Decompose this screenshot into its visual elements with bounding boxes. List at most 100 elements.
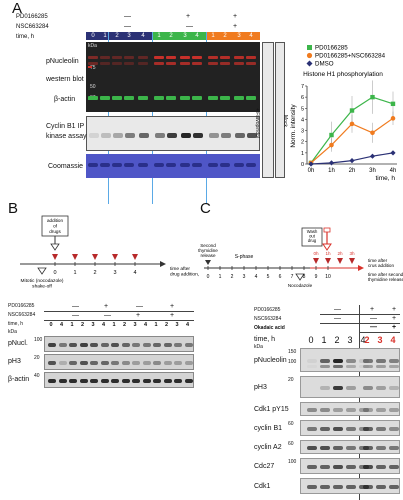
b-lane-number: 2 (122, 322, 127, 328)
c-tick-label: 7 (291, 274, 294, 280)
b-divider (44, 320, 194, 321)
b-blot-strip (44, 372, 194, 388)
c-band (389, 386, 399, 390)
pnucleolin-band-upper (88, 56, 98, 59)
b-blot-label: pNucl. (8, 340, 28, 347)
sphase-label: S-phase (235, 254, 254, 260)
c-pd-mark: — (334, 306, 341, 313)
nsc-mark-2: — (186, 23, 193, 30)
wash-box (301, 227, 323, 247)
c-band (320, 427, 330, 431)
y-tick-label: 7 (301, 84, 304, 90)
marker-75: 75 (90, 65, 96, 71)
b-pd-mark: — (72, 303, 79, 310)
b-pd-mark: + (104, 303, 109, 310)
c-band (389, 427, 399, 431)
c-band (376, 446, 386, 450)
thymidine-label: Second thymidine release (198, 243, 218, 258)
lane-number: 1 (211, 33, 215, 39)
b-lane-number: 1 (154, 322, 158, 328)
c-okadaic-mark: — (370, 324, 377, 331)
nsc-mark-3: + (233, 23, 238, 30)
b-band (132, 379, 140, 383)
legend-marker (307, 45, 312, 50)
bactin-band (234, 96, 244, 100)
c-row-label-okadaic: Okadaic acid (254, 325, 285, 331)
c-lane-number: 2 (364, 335, 370, 345)
coomassie-band (88, 163, 98, 167)
b-band (132, 361, 140, 365)
tick-label: 4 (133, 270, 136, 276)
kda-label: kDa (88, 43, 97, 49)
b-blot-marker: 100 (34, 337, 43, 343)
b-lane-number: 4 (185, 322, 190, 328)
b-band (79, 343, 88, 347)
c-band (363, 386, 373, 390)
data-point (349, 121, 355, 127)
panel-c-letter: C (200, 200, 211, 217)
c-blot-label: Cdc27 (254, 463, 275, 470)
b-band (90, 343, 98, 347)
c-band-lower (333, 365, 343, 368)
c-band (389, 359, 399, 363)
b-blot-label: pH3 (8, 358, 21, 365)
c-lane-number: 1 (321, 335, 327, 345)
panel-b-timeline: addition of drugs Mitotic (nocodazole) shak… (20, 215, 200, 290)
y-tick-label: 6 (301, 95, 304, 101)
b-band (174, 379, 182, 383)
c-axis-arrow (358, 265, 364, 271)
pd-mark-3: + (233, 13, 238, 20)
pd-mark-2: + (186, 13, 191, 20)
b-nsc-mark: + (170, 312, 175, 319)
c-band-lower (389, 365, 399, 368)
b-band (163, 379, 172, 383)
pnucleolin-band-lower (138, 62, 148, 65)
c-sample-marker (337, 258, 343, 264)
b-lane-number: 2 (164, 322, 169, 328)
c-band (376, 485, 386, 489)
c-blot-marker: 150 (288, 349, 297, 355)
c-tick-label: 8 (303, 274, 306, 280)
b-lane-number: 3 (133, 322, 137, 328)
b-blot-marker: 40 (34, 373, 40, 379)
tick-label: 3 (113, 270, 116, 276)
pnucleolin-band-upper (220, 56, 230, 59)
lane-header-pd-nsc (206, 32, 260, 40)
tick-label: 0 (53, 270, 56, 276)
tick-label: 1 (73, 270, 76, 276)
pnucleolin-band-lower (166, 62, 176, 65)
c-tick-label: 3 (243, 274, 246, 280)
c-red-tick-label: 0h (313, 251, 319, 256)
b-band (111, 343, 119, 347)
c-divider (320, 314, 400, 315)
c-band (376, 427, 386, 431)
nocodazole-label: Nocodazole (288, 283, 313, 288)
c-divider (320, 323, 400, 324)
sample-marker (132, 254, 138, 260)
coomassie-band (192, 163, 202, 167)
c-tick-label: 2 (231, 274, 234, 280)
lane-header-pd (152, 32, 206, 40)
b-lane-number: 4 (59, 322, 64, 328)
cyclin-label: Cyclin B1 IP (46, 123, 85, 130)
addition-arrow-head (50, 243, 60, 251)
c-tick-label: 4 (255, 274, 258, 280)
b-band (163, 343, 172, 347)
lane-number: 4 (195, 33, 199, 39)
c-band (333, 446, 343, 450)
c-band (307, 485, 317, 489)
c-band (333, 465, 343, 469)
coomassie-label: Coomassie (48, 163, 84, 170)
c-band (363, 446, 373, 450)
chart-ylabel: Norm. intensity (290, 104, 297, 148)
coomassie-band (166, 163, 176, 167)
bactin-band (88, 96, 98, 100)
red-box (323, 227, 331, 233)
kinase-band (193, 133, 203, 138)
c-band (333, 485, 343, 489)
pnucleolin-band-upper (112, 56, 122, 59)
y-tick-label: 0 (301, 162, 304, 168)
kinase-band (221, 133, 231, 138)
pnucleolin-label: pNucleolin (46, 58, 79, 65)
pnucleolin-band-upper (138, 56, 148, 59)
